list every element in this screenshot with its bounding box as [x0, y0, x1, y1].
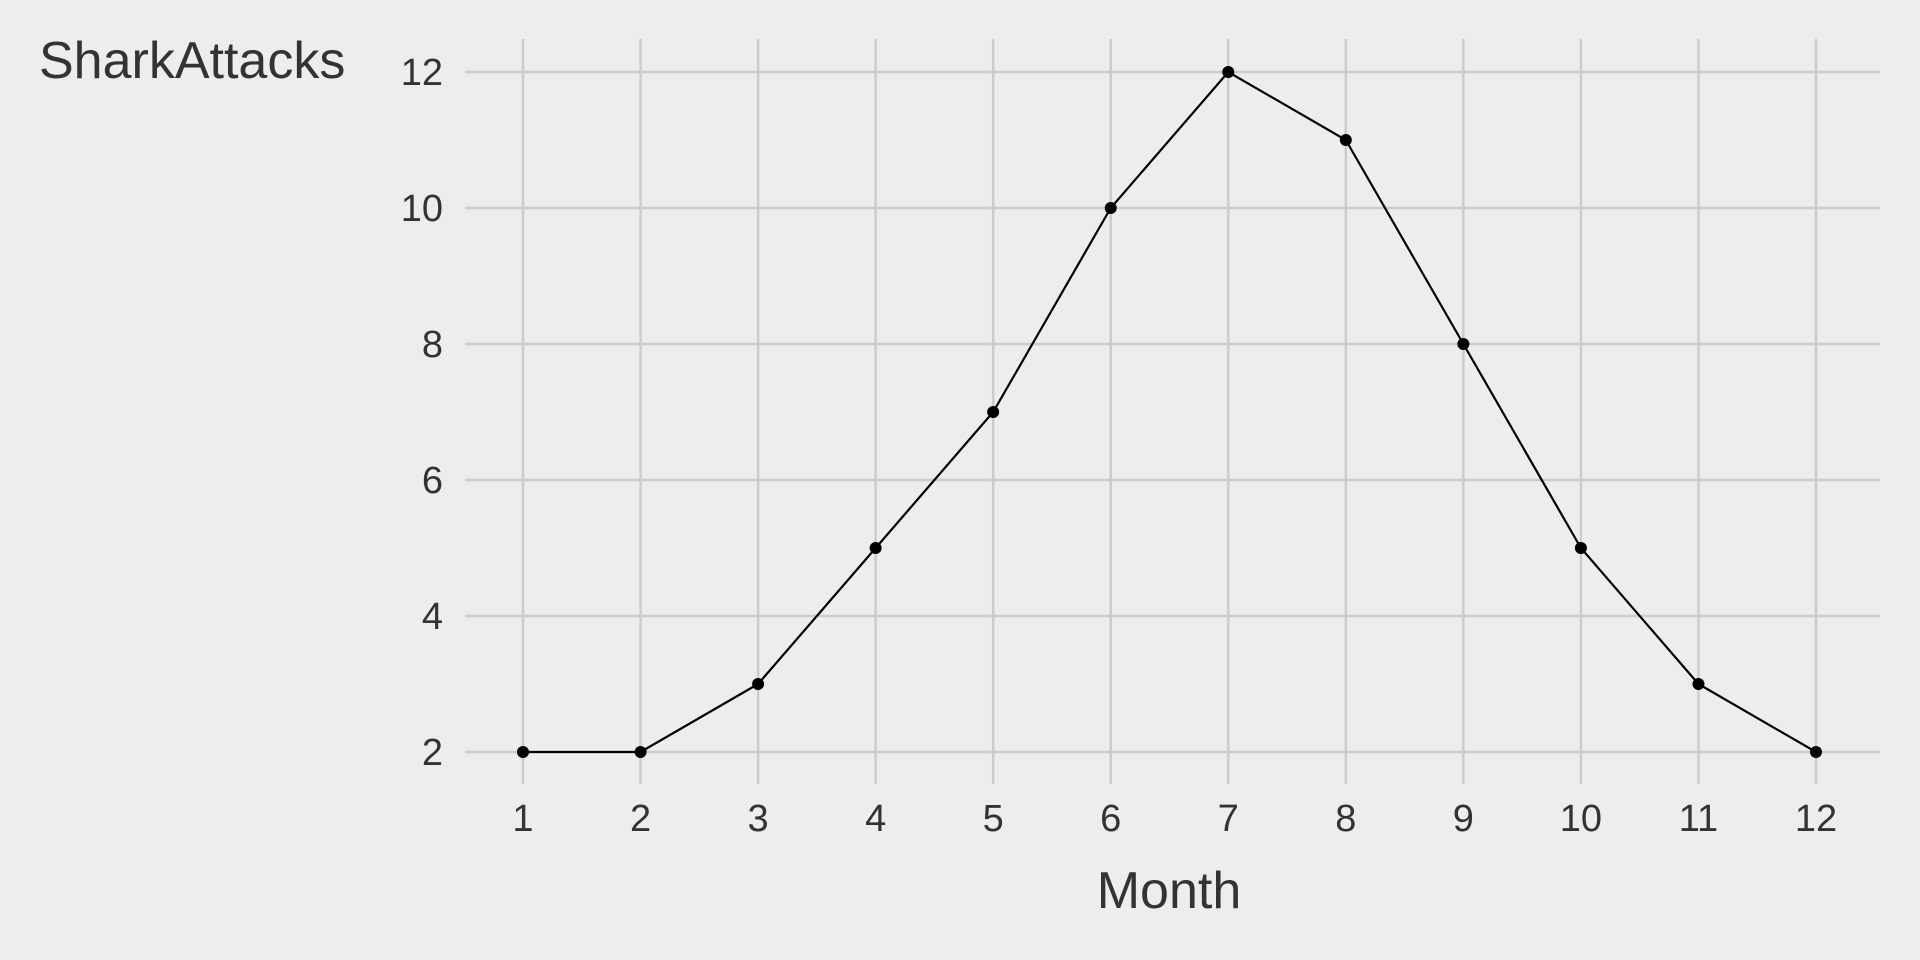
- x-tick-label: 10: [1560, 798, 1602, 840]
- y-tick-label: 6: [422, 460, 443, 502]
- data-point: [1222, 66, 1235, 78]
- x-tick-label: 11: [1679, 798, 1718, 840]
- data-point: [634, 746, 647, 758]
- grid: [465, 39, 1880, 784]
- x-tick-label: 6: [1100, 798, 1121, 840]
- y-tick-label: 4: [422, 596, 443, 638]
- x-axis-label: Month: [1097, 862, 1242, 920]
- data-point: [1692, 678, 1705, 690]
- data-point: [1574, 542, 1587, 554]
- y-tick-label: 12: [401, 52, 443, 94]
- data-point: [1339, 134, 1352, 146]
- x-tick-label: 5: [983, 798, 1004, 840]
- x-tick-label: 12: [1795, 798, 1837, 840]
- x-tick-label: 8: [1335, 798, 1356, 840]
- x-tick-label: 7: [1218, 798, 1239, 840]
- data-point: [1457, 338, 1470, 350]
- x-tick-label: 4: [865, 798, 886, 840]
- x-tick-label: 9: [1453, 798, 1474, 840]
- data-point: [517, 746, 529, 758]
- data-point: [869, 542, 882, 554]
- data-point: [987, 406, 1000, 418]
- x-tick-label: 2: [630, 798, 651, 840]
- data-point: [1810, 746, 1822, 758]
- y-tick-label: 2: [422, 732, 443, 774]
- x-tick-label: 1: [512, 798, 533, 840]
- data-point: [752, 678, 765, 690]
- y-tick-label: 8: [422, 324, 443, 366]
- x-tick-label: 3: [748, 798, 769, 840]
- y-tick-label: 10: [401, 188, 443, 230]
- y-axis-label: SharkAttacks: [39, 32, 345, 90]
- series-line: [523, 70, 1817, 754]
- series: [517, 66, 1822, 758]
- x-axis-ticks: 1 2 3 4 5 6 7 8 9 10 11 12: [512, 798, 1837, 840]
- y-axis-ticks: 2 4 6 8 10 12: [401, 52, 443, 774]
- data-point: [1104, 202, 1117, 214]
